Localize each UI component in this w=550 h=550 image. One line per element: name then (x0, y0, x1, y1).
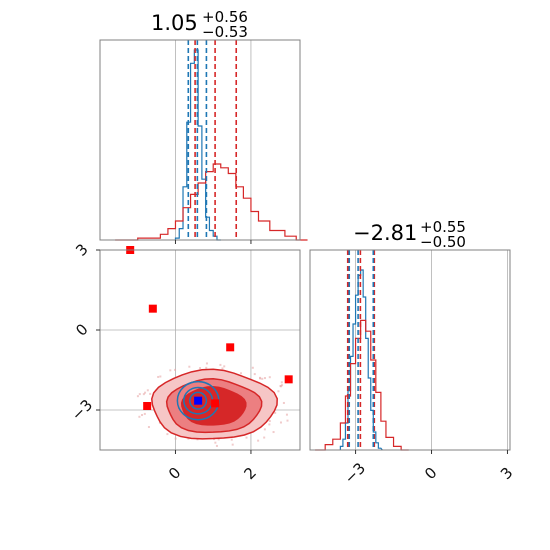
sample-point (231, 443, 234, 446)
x-tick-label: 2 (240, 464, 259, 483)
sample-point (159, 375, 162, 378)
red-marker (143, 402, 152, 410)
marginal-panel-param2: −3 0 3 (309, 249, 517, 487)
sample-point (223, 365, 226, 368)
sample-point (274, 411, 277, 414)
sample-point (279, 421, 282, 424)
sample-point (214, 441, 217, 444)
sample-point (143, 412, 146, 415)
sample-point (240, 372, 243, 375)
histogram-blue-series (339, 269, 383, 451)
sample-point (144, 391, 147, 394)
sample-point (142, 393, 145, 396)
sample-point (286, 419, 289, 422)
y-tick-label: 0 (72, 320, 91, 339)
joint-panel: 0 2 −3 0 3 (68, 240, 301, 483)
sample-point (281, 384, 284, 387)
x-tick-label: −3 (341, 459, 369, 487)
sample-point (268, 423, 271, 426)
sample-point (169, 369, 172, 372)
sample-point (149, 392, 152, 395)
sample-point (245, 436, 248, 439)
y-tick-label: −3 (68, 396, 96, 424)
sample-point (138, 393, 141, 396)
histogram-blue-series (174, 49, 221, 241)
sample-point (259, 377, 262, 380)
sample-point (257, 439, 260, 442)
sample-point (217, 438, 220, 441)
sample-point (263, 428, 266, 431)
sample-point (268, 376, 271, 379)
x-tick-label: 0 (421, 464, 440, 483)
sample-point (251, 366, 254, 369)
red-marker (284, 375, 293, 384)
title-param1-minus: −0.53 (202, 23, 248, 41)
red-marker (226, 343, 235, 352)
sample-point (147, 426, 150, 429)
sample-point (230, 438, 233, 441)
marginal-panel-param1 (99, 39, 308, 244)
sample-point (280, 381, 283, 384)
sample-point (215, 444, 218, 447)
sample-point (253, 373, 256, 376)
y-tick-label: 3 (72, 240, 91, 259)
histogram-red-series (315, 319, 409, 451)
sample-point (174, 437, 177, 440)
sample-point (282, 401, 285, 404)
axis-frame (99, 39, 301, 241)
sample-point (187, 437, 190, 440)
title-param1-plus: +0.56 (202, 8, 248, 26)
title-param2-minus: −0.50 (420, 233, 466, 251)
axis-frame (99, 249, 301, 451)
blue-contour (189, 391, 208, 410)
sample-point (261, 377, 264, 380)
sample-point (146, 389, 149, 392)
title-param2: −2.81 +0.55 −0.50 (353, 218, 466, 251)
sample-point (277, 390, 280, 393)
sample-point (188, 365, 191, 368)
sample-point (279, 385, 282, 388)
sample-point (136, 395, 139, 398)
sample-point (205, 366, 208, 369)
sample-point (285, 413, 288, 416)
title-param1-median: 1.05 (151, 11, 198, 35)
red-marker (211, 399, 220, 408)
sample-point (263, 436, 266, 439)
x-tick-label: 3 (497, 464, 516, 483)
sample-point (141, 414, 144, 417)
sample-point (157, 375, 160, 378)
sample-point (174, 368, 177, 371)
blue-marker (194, 396, 203, 405)
sample-point (219, 363, 222, 366)
sample-point (268, 420, 271, 423)
sample-point (272, 431, 275, 434)
axis-frame (309, 249, 511, 451)
sample-point (199, 367, 202, 370)
title-param2-median: −2.81 (353, 221, 417, 245)
sample-point (166, 433, 169, 436)
histogram-red-series (115, 163, 308, 241)
sample-point (205, 362, 208, 365)
x-tick-label: 0 (165, 464, 184, 483)
sample-point (263, 377, 266, 380)
red-marker (148, 304, 157, 313)
title-param1: 1.05 +0.56 −0.53 (151, 8, 248, 41)
title-param2-plus: +0.55 (420, 218, 466, 236)
sample-point (138, 415, 141, 418)
sample-point (221, 367, 224, 370)
